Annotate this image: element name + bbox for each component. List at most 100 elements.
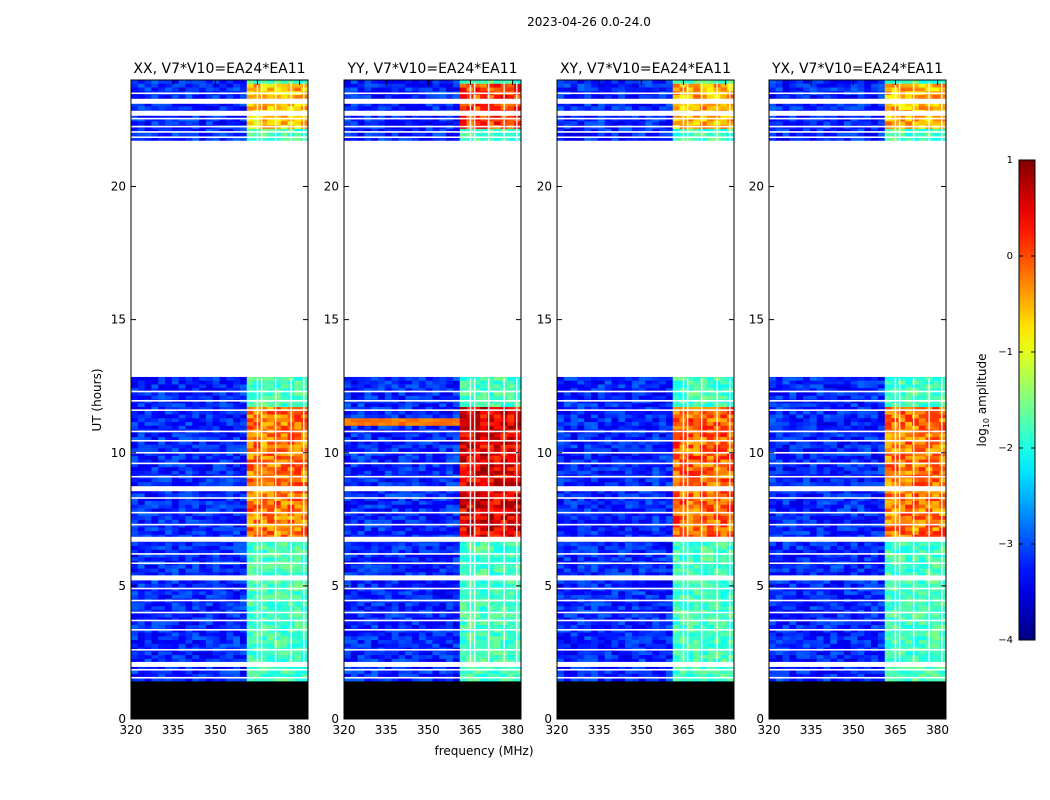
flagged-line [131,587,308,590]
y-tick-label: 15 [111,313,126,327]
colorbar-ticks: −4 −3 −2 −1 0 1 [998,155,1035,646]
flagged-line [557,611,734,614]
flagged-gap [344,661,521,667]
figure-suptitle: 2023-04-26 0.0-24.0 [527,15,651,29]
flagged-line [769,553,946,555]
panel-xy: XY, V7*V10=EA24*EA11 320 335 350 365 380 0 5 10 1… [537,61,737,737]
flagged-line [557,587,734,590]
y-tick-label: 20 [749,180,764,194]
flagged-gap [131,486,308,492]
panel-frame [343,79,522,720]
flagged-line [557,619,734,622]
x-tick-label: 380 [714,723,737,737]
flagged-line [557,439,734,442]
colorbar-label-rest: amplitude [975,354,989,418]
panel-title: YX, V7*V10=EA24*EA11 [771,61,943,77]
y-tick-label: 0 [331,712,339,726]
y-tick-label: 10 [324,446,339,460]
panel-frame [768,79,947,720]
x-tick-label: 320 [120,723,143,737]
flagged-line [344,439,521,442]
flagged-line [769,390,946,393]
flagged-line [131,131,308,133]
flagged-line [344,117,521,120]
flagged-line [131,619,308,622]
flagged-line [344,511,521,514]
flagged-gap [769,661,946,667]
colorbar-label: log10 amplitude [975,354,991,447]
x-tick-label: 380 [501,723,524,737]
y-tick-label: 5 [118,579,126,593]
colorbar-label-base: log [975,428,989,446]
flagged-gap [769,110,946,116]
flagged-line [344,92,521,95]
flagged-line [131,523,308,526]
flagged-line [344,125,521,128]
flagged-gap [769,536,946,542]
flagged-line [131,562,308,565]
x-tick-label: 365 [884,723,907,737]
flagged-line [769,400,946,402]
flagged-gap [557,110,734,116]
flagged-gap [769,486,946,492]
flagged-line [769,676,946,679]
flagged-line [557,523,734,526]
flagged-line [131,409,308,411]
flagged-line [131,430,308,433]
flagged-line [344,131,521,133]
flagged-line [557,511,734,514]
flagged-line [344,619,521,622]
flagged-gap [131,536,308,542]
heatmap-cells [344,80,521,719]
flagged-line [131,400,308,402]
heatmap-cells [769,80,946,719]
x-tick-label: 350 [630,723,653,737]
flagged-line [769,136,946,139]
flagged-line [344,553,521,555]
flagged-line [557,599,734,602]
x-axis-label: frequency (MHz) [434,744,533,758]
flagged-gap [131,98,308,104]
flagged-line [131,390,308,393]
flagged-line [131,676,308,679]
flagged-line [557,451,734,454]
flagged-line [557,131,734,133]
flagged-gap [769,575,946,581]
flagged-line [131,511,308,514]
flagged-gap [769,98,946,104]
panel-title: XX, V7*V10=EA24*EA11 [133,61,305,77]
flagged-line [769,462,946,465]
x-tick-label: 365 [672,723,695,737]
flagged-line [769,629,946,631]
panel-yx: YX, V7*V10=EA24*EA11 320 335 350 365 380 0 5 10 1… [749,61,949,737]
flagged-line [769,619,946,622]
colorbar-label-sub: 10 [982,418,991,428]
flagged-line [557,409,734,411]
flagged-line [769,439,946,442]
flagged-gap [344,575,521,581]
flagged-gap [131,661,308,667]
flagged-gap [344,486,521,492]
panels: XX, V7*V10=EA24*EA11 320 335 350 365 380 0 5 10 1… [111,61,949,737]
heatmap-cells [131,80,308,719]
colorbar-tick-label: 1 [1007,155,1013,166]
flagged-line [344,400,521,402]
flagged-line [557,136,734,139]
flagged-line [344,390,521,393]
flagged-line [557,553,734,555]
flagged-line [769,475,946,478]
y-tick-label: 5 [331,579,339,593]
flagged-line [131,648,308,651]
x-tick-label: 365 [459,723,482,737]
colorbar-tick-label: 0 [1007,251,1013,262]
flagged-line [344,475,521,478]
flagged-line [769,523,946,526]
flagged-line [769,131,946,133]
flagged-line [769,668,946,671]
flagged-line [344,409,521,411]
flagged-gap [557,536,734,542]
panel-frame [130,79,309,720]
flagged-line [557,430,734,433]
flagged-line [557,462,734,465]
